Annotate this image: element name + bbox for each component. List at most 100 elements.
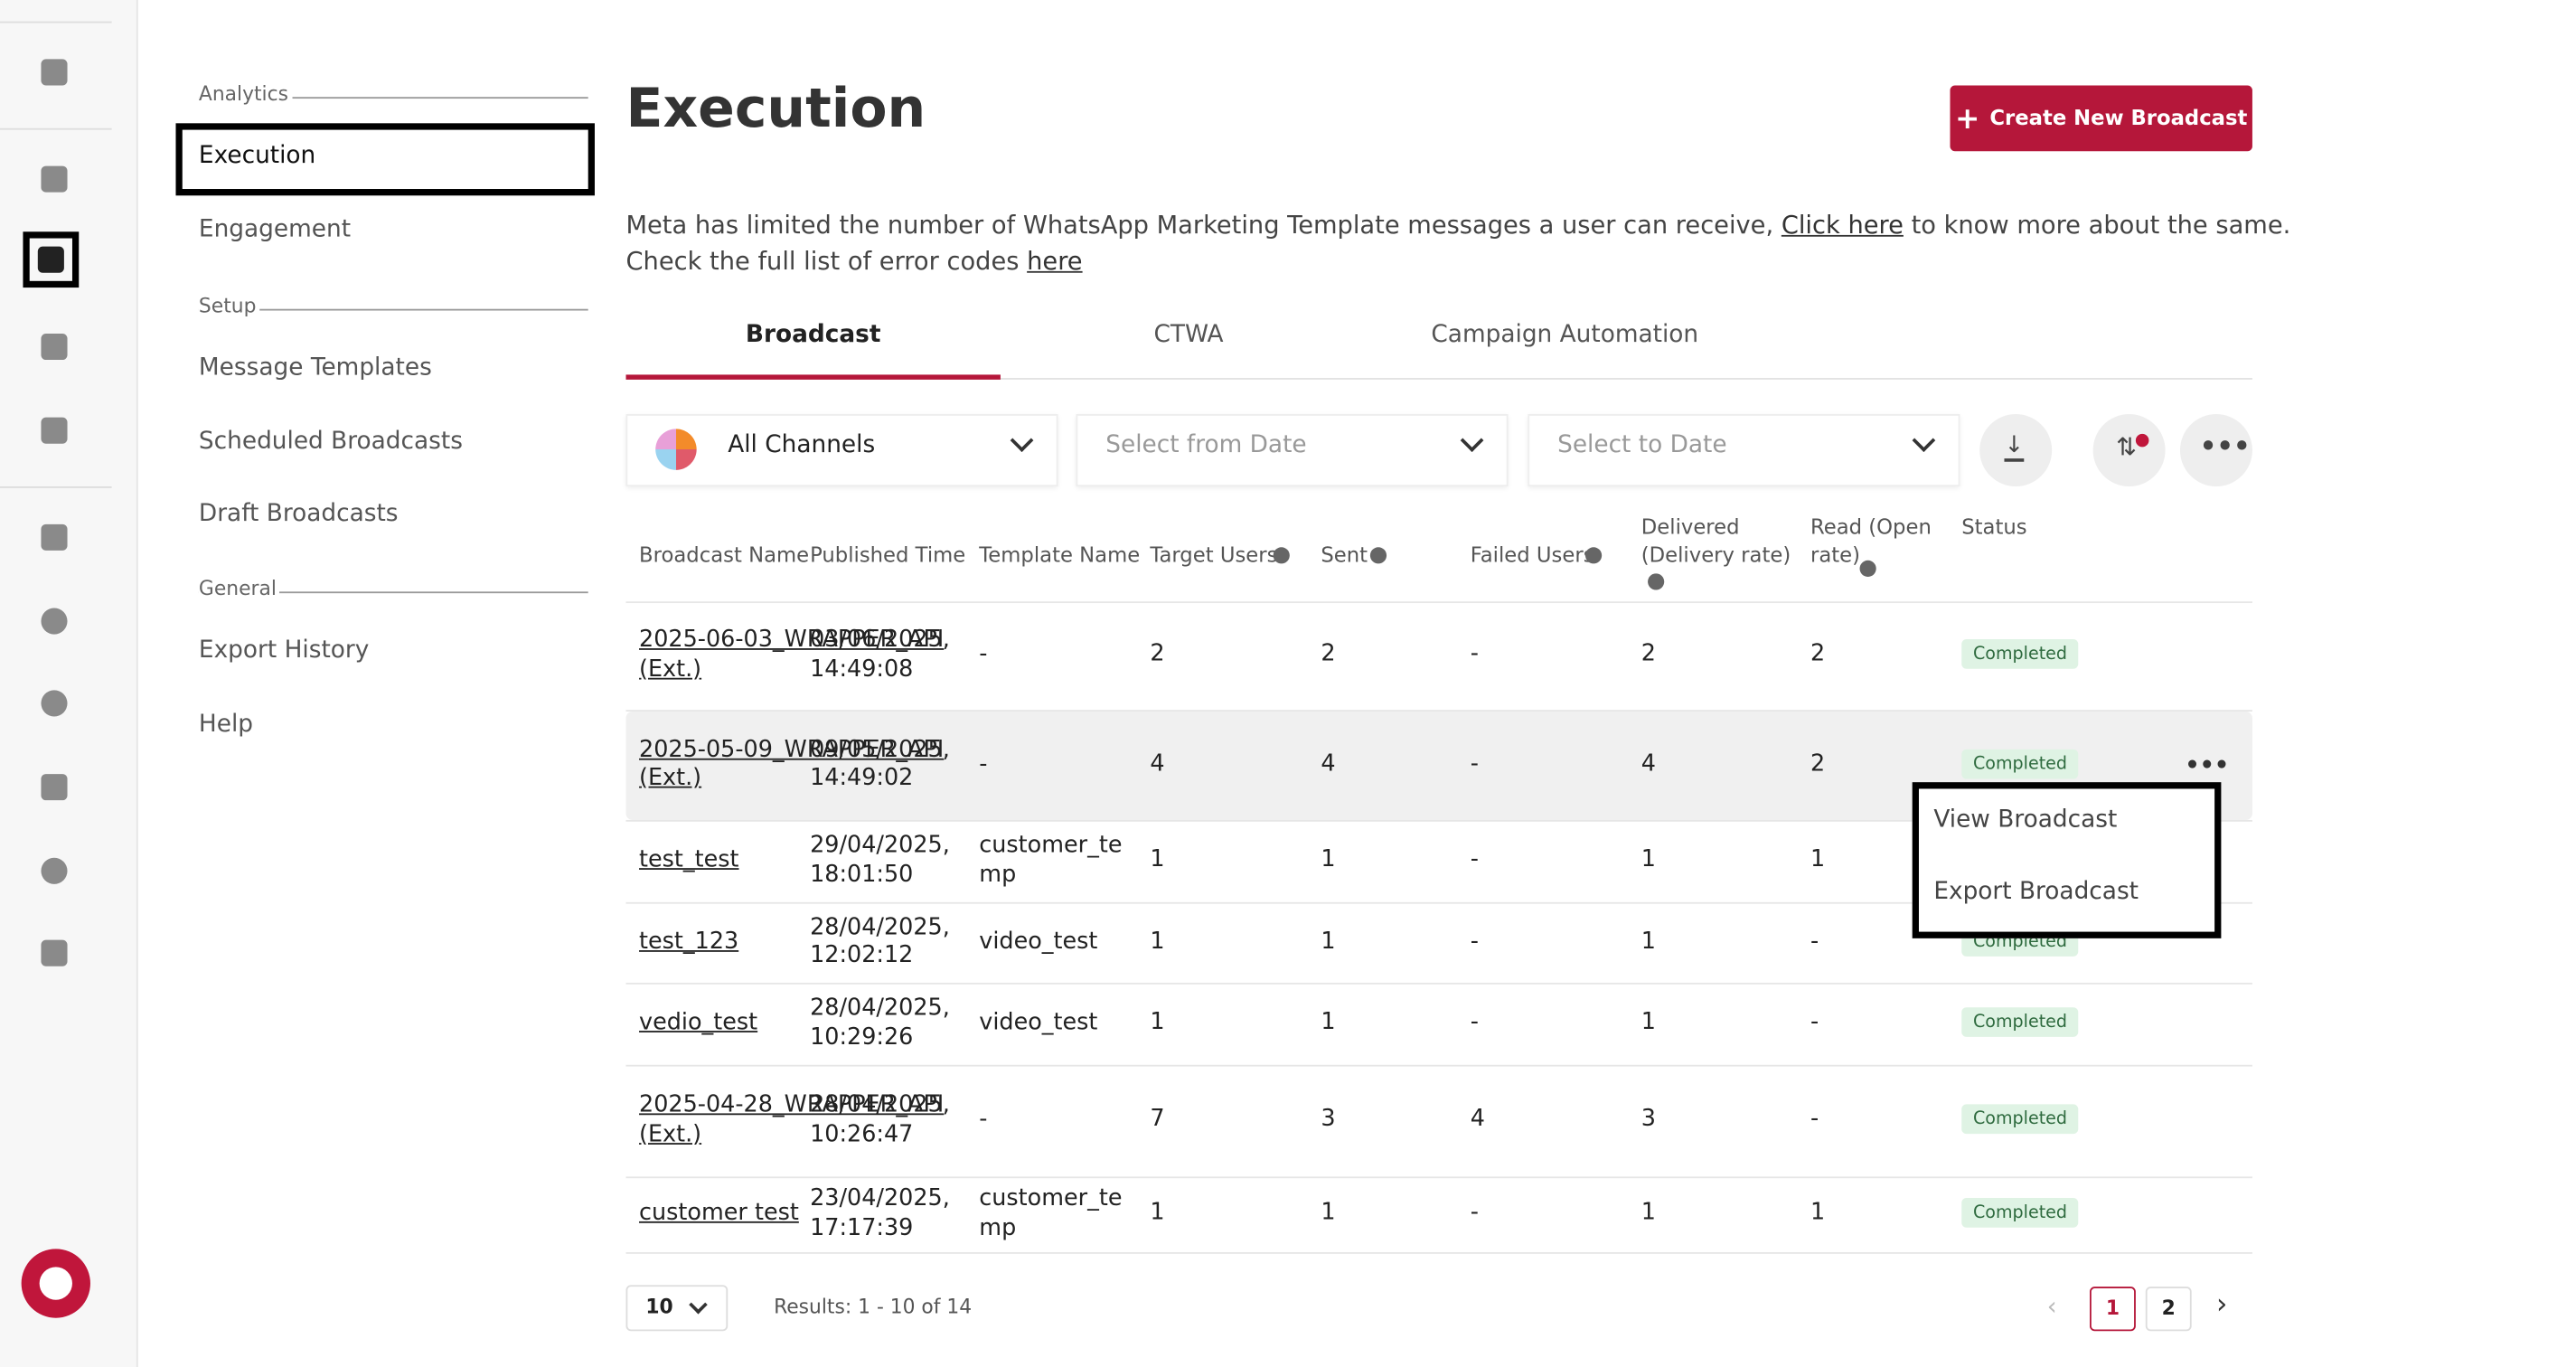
filter-label: All Channels: [728, 432, 876, 459]
cell: -: [1810, 928, 1819, 955]
more-button[interactable]: [2179, 414, 2252, 487]
logo-inner: [39, 1267, 72, 1300]
notice-line: Meta has limited the number of WhatsApp …: [626, 211, 2291, 240]
ext-tag: (Ext.): [639, 1120, 702, 1147]
cell: 1: [1321, 928, 1336, 955]
cell: 1: [1641, 846, 1656, 873]
create-button-label: Create New Broadcast: [1989, 105, 2248, 130]
tab[interactable]: Broadcast: [745, 322, 881, 349]
row-divider: [625, 710, 2252, 712]
cell: 1: [1321, 846, 1336, 873]
create-button[interactable]: + Create New Broadcast: [1950, 85, 2252, 152]
icon-rail: [0, 0, 138, 1367]
nav-section-line: [198, 591, 588, 594]
page-button[interactable]: 2: [2145, 1287, 2192, 1332]
row-more[interactable]: •••: [2185, 752, 2230, 779]
broadcast-name[interactable]: customer test: [639, 1200, 799, 1227]
page-title: Execution: [625, 75, 926, 140]
column-header: Delivered (Delivery rate): [1641, 514, 1791, 568]
broadcast-name-cell: 2025-05-09_WRAPPER_API (Ext.): [639, 736, 944, 794]
notice-text: Meta has limited the number of WhatsApp …: [625, 210, 1774, 240]
flow-icon[interactable]: [41, 523, 68, 551]
nav-item[interactable]: Message Templates: [198, 354, 432, 382]
menu-item[interactable]: Export Broadcast: [1933, 879, 2139, 906]
filter-box[interactable]: [1076, 414, 1509, 487]
nav-item[interactable]: Scheduled Broadcasts: [198, 428, 463, 455]
column-header: Status: [1961, 514, 2027, 540]
nav-section-line: [198, 97, 588, 99]
template-name: -: [979, 641, 988, 668]
filter-box[interactable]: [625, 414, 1058, 487]
broadcast-name[interactable]: test_123: [639, 928, 739, 955]
row-divider: [625, 1064, 2252, 1067]
info-icon: [1273, 547, 1290, 564]
broadcast-name[interactable]: 2025-04-28_WRAPPER_API: [639, 1091, 945, 1118]
chat-icon[interactable]: [41, 165, 68, 193]
notice-link[interactable]: Click here: [1781, 210, 1904, 240]
page-size-select[interactable]: [625, 1285, 729, 1332]
tab[interactable]: CTWA: [1153, 322, 1224, 349]
published-time: 28/04/2025, 10:26:47: [810, 1091, 950, 1147]
filter-label: Select to Date: [1557, 432, 1727, 459]
cell: 7: [1150, 1106, 1165, 1133]
download-button[interactable]: [1979, 414, 2053, 487]
filter-box[interactable]: [1528, 414, 1960, 487]
plus-icon: +: [1955, 101, 1980, 137]
home-icon[interactable]: [41, 59, 68, 86]
row-divider: [625, 1176, 2252, 1179]
broadcast-name[interactable]: 2025-06-03_WRAPPER_API: [639, 627, 945, 654]
template-name: -: [979, 750, 988, 778]
settings-icon[interactable]: [41, 857, 68, 884]
menu-item[interactable]: View Broadcast: [1933, 806, 2118, 834]
published-time: 28/04/2025, 12:02:12: [810, 913, 950, 969]
cell: 2: [1810, 749, 1826, 777]
published-time: 09/05/2025, 14:49:02: [810, 736, 950, 792]
cell: -: [1470, 749, 1479, 777]
nav-item[interactable]: Export History: [198, 637, 370, 665]
cell: -: [1470, 1009, 1479, 1036]
notice-link[interactable]: here: [1027, 246, 1083, 277]
next-page[interactable]: ›: [2215, 1287, 2228, 1322]
cell: 3: [1641, 1106, 1656, 1133]
sort-button[interactable]: [2092, 414, 2166, 487]
info-icon: [1859, 560, 1876, 577]
puzzle-icon[interactable]: [41, 939, 68, 966]
nav-item[interactable]: Engagement: [198, 216, 352, 243]
nav-section-label: Setup: [198, 294, 260, 317]
cell: 1: [1810, 846, 1826, 873]
info-icon: [1369, 547, 1387, 564]
broadcast-name-cell: 2025-06-03_WRAPPER_API (Ext.): [639, 627, 944, 684]
context-menu: [1912, 782, 2222, 938]
template-name: -: [979, 1106, 988, 1133]
column-header: Broadcast Name: [639, 542, 810, 568]
status-pill: Completed: [1961, 748, 2079, 778]
bulb-icon[interactable]: [41, 608, 68, 635]
template-name: video_test: [979, 1009, 1098, 1036]
stats-icon[interactable]: [41, 417, 68, 444]
rail-sep: [0, 21, 112, 24]
notice-line: Check the full list of error codes here: [626, 247, 1083, 277]
cell: -: [1810, 1106, 1819, 1133]
page-size: 10: [645, 1295, 673, 1318]
ext-tag: (Ext.): [639, 765, 702, 792]
org-icon[interactable]: [41, 774, 68, 801]
cell: 1: [1321, 1199, 1336, 1226]
tab[interactable]: Campaign Automation: [1431, 322, 1699, 349]
brain-icon[interactable]: [41, 690, 68, 717]
more-glyph: •••: [2199, 430, 2251, 462]
status-pill: Completed: [1961, 1007, 2079, 1037]
broadcast-name[interactable]: 2025-05-09_WRAPPER_API: [639, 736, 945, 763]
prev-page[interactable]: ‹: [2046, 1291, 2057, 1322]
nav-item[interactable]: Draft Broadcasts: [198, 501, 399, 528]
campaign-icon[interactable]: [37, 246, 64, 273]
ext-tag: (Ext.): [639, 655, 702, 683]
broadcast-name[interactable]: test_test: [639, 846, 739, 873]
broadcast-name-cell: customer test: [639, 1200, 799, 1229]
page-button[interactable]: 1: [2089, 1287, 2136, 1332]
users-icon[interactable]: [41, 333, 68, 361]
row-divider: [625, 1252, 2252, 1254]
nav-item[interactable]: Execution: [198, 143, 316, 170]
nav-item[interactable]: Help: [198, 711, 254, 738]
broadcast-name[interactable]: vedio_test: [639, 1009, 758, 1036]
